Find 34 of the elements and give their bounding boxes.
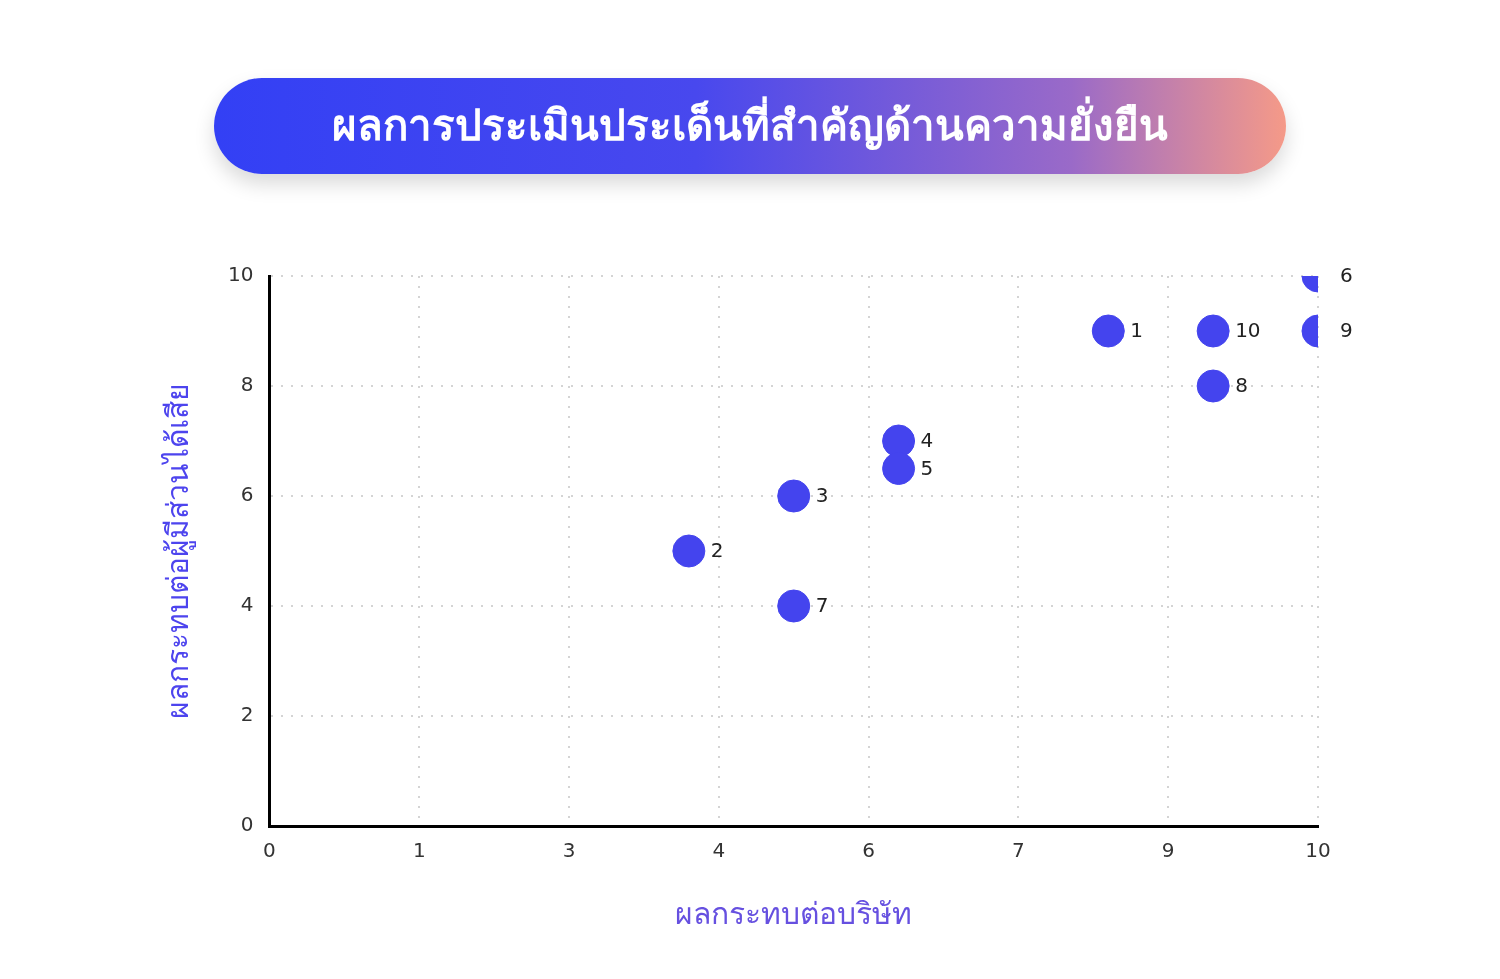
- annotation: 10: [1235, 318, 1261, 343]
- y-tick-label: 6: [240, 482, 254, 507]
- y-axis-title: ผลกระทบต่อผู้มีส่วนได้เสีย: [159, 383, 196, 719]
- x-tick-label: 6: [862, 838, 875, 863]
- x-tick-label: 1: [412, 838, 426, 863]
- point: [1091, 314, 1125, 348]
- y-tick-label: 8: [240, 372, 254, 397]
- point: [777, 589, 811, 623]
- point: [672, 534, 706, 568]
- x-tick-label: 0: [263, 838, 276, 863]
- x-tick-label: 9: [1161, 838, 1175, 863]
- point: [777, 479, 811, 513]
- annotation: 3: [815, 483, 829, 508]
- x-axis-title: ผลกระทบต่อบริษัท: [675, 895, 913, 931]
- annotation: 8: [1235, 373, 1248, 398]
- x-tick-label: 7: [1012, 838, 1025, 863]
- annotation: 5: [920, 455, 934, 480]
- point: [1196, 314, 1230, 348]
- x-tick-label: 3: [562, 838, 576, 863]
- point: [882, 452, 916, 485]
- y-tick-label: 4: [240, 592, 254, 617]
- point: [1196, 369, 1230, 403]
- point: [882, 424, 916, 458]
- annotation: 1: [1130, 318, 1144, 343]
- annotation: 7: [815, 593, 829, 618]
- y-tick-label: 10: [228, 262, 254, 287]
- x-tick-label: 10: [1305, 838, 1331, 863]
- annotation: 2: [710, 538, 724, 563]
- annotation: 9: [1340, 318, 1353, 343]
- annotation: 6: [1340, 263, 1353, 288]
- annotation: 4: [920, 428, 934, 453]
- y-tick-label: 2: [240, 702, 254, 727]
- y-tick-label: 0: [240, 812, 254, 837]
- x-tick-label: 4: [712, 838, 726, 863]
